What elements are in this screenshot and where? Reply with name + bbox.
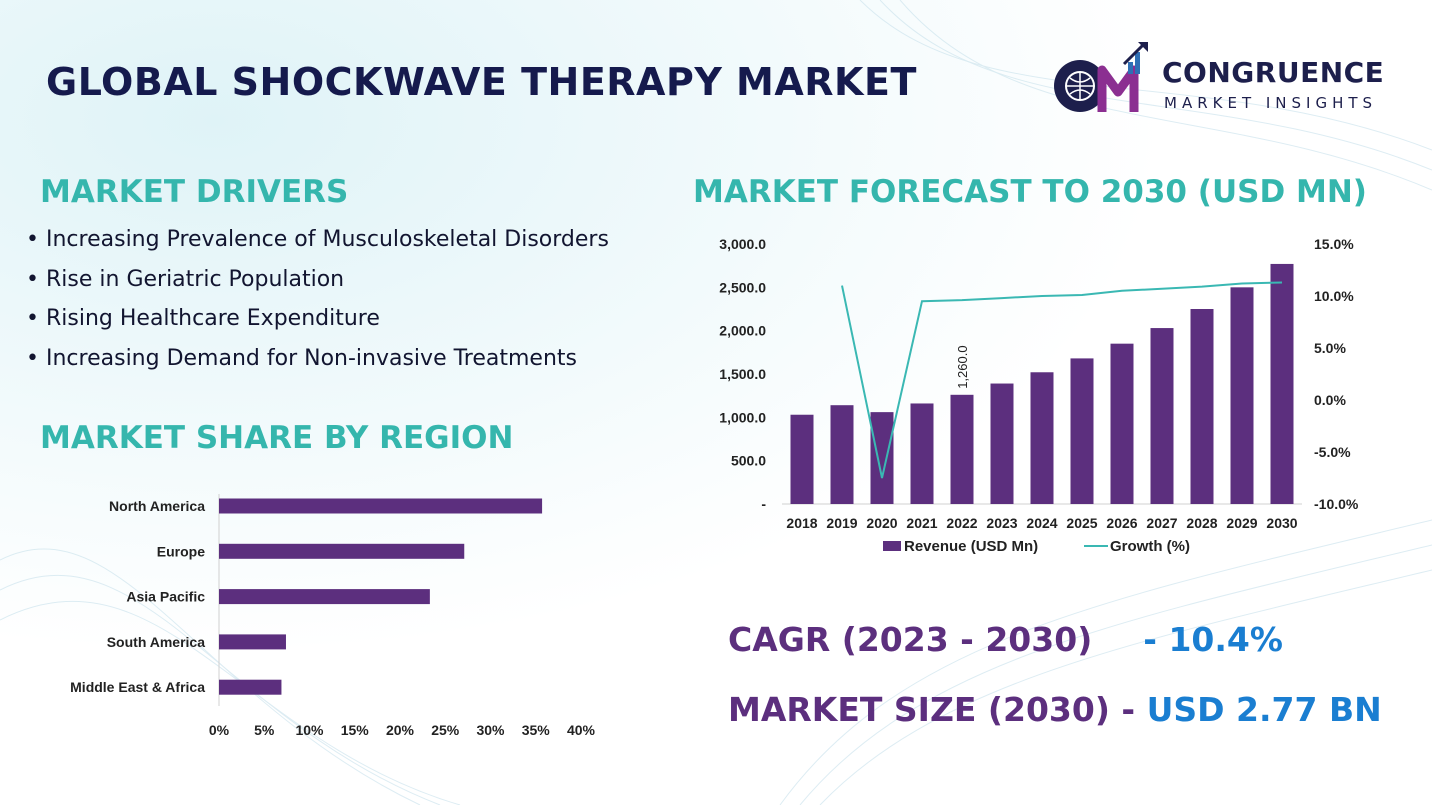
x-tick-label: 40%: [567, 722, 596, 738]
y-tick-label: 1,000.0: [719, 409, 766, 425]
list-item: • Rise in Geriatric Population: [26, 266, 345, 292]
x-tick-label: 2025: [1066, 515, 1097, 531]
x-tick-label: 2021: [906, 515, 937, 531]
forecast-chart: 2018 2019 2020 2021 2022 2023 2024 2025 2026 2027…: [719, 236, 1359, 555]
revenue-bar: [830, 405, 854, 504]
x-tick-label: 25%: [431, 722, 460, 738]
revenue-bar: [1150, 328, 1174, 504]
x-tick-label: 2019: [826, 515, 857, 531]
bar: [219, 679, 282, 695]
y2-tick-label: 0.0%: [1314, 392, 1346, 408]
region-heading: MARKET SHARE BY REGION: [40, 420, 514, 456]
driver-text: Increasing Demand for Non-invasive Treat…: [46, 345, 577, 371]
drivers-heading: MARKET DRIVERS: [40, 174, 349, 210]
y-tick-label: 2,000.0: [719, 323, 766, 339]
y-tick-label: 3,000.0: [719, 236, 766, 252]
bar: [219, 498, 543, 514]
bar: [219, 589, 430, 605]
list-item: • Rising Healthcare Expenditure: [26, 306, 380, 331]
y-tick-label: 1,500.0: [719, 366, 766, 382]
category-label: North America: [109, 498, 205, 514]
revenue-bar: [1030, 372, 1054, 504]
y-tick-label: 2,500.0: [719, 279, 766, 295]
list-item: • Increasing Prevalence of Musculoskeleta…: [26, 227, 609, 252]
legend-label-growth: Growth (%): [1110, 538, 1190, 555]
revenue-bar: [1230, 287, 1254, 504]
cagr-value: - 10.4%: [1143, 620, 1283, 659]
x-tick-label: 2028: [1186, 515, 1217, 531]
category-label: Europe: [157, 543, 205, 559]
cagr-label: CAGR (2023 - 2030): [728, 620, 1093, 659]
x-tick-label: 20%: [386, 722, 415, 738]
category-label: South America: [107, 634, 205, 650]
x-tick-label: 2023: [986, 515, 1017, 531]
x-tick-label: 2029: [1226, 515, 1257, 531]
x-tick-label: 35%: [522, 722, 551, 738]
driver-text: Rise in Geriatric Population: [46, 266, 345, 292]
x-tick-label: 2022: [946, 515, 977, 531]
y2-tick-label: 5.0%: [1314, 340, 1346, 356]
bar: [219, 634, 286, 650]
x-tick-label: 5%: [254, 722, 275, 738]
legend-swatch-revenue: [883, 541, 901, 551]
revenue-bar: [1190, 309, 1214, 504]
logo-name: CONGRUENCE: [1162, 56, 1385, 89]
market-size-value: USD 2.77 BN: [1146, 690, 1382, 729]
x-tick-label: 15%: [341, 722, 370, 738]
revenue-bar: [870, 412, 894, 504]
category-label: Asia Pacific: [126, 589, 205, 605]
x-tick-label: 2026: [1106, 515, 1137, 531]
revenue-bar: [950, 394, 974, 504]
revenue-bar: [1070, 358, 1094, 504]
y-tick-label: -: [761, 496, 766, 512]
market-size-line: MARKET SIZE (2030) - USD 2.77 BN: [728, 690, 1382, 729]
driver-text: Rising Healthcare Expenditure: [46, 306, 380, 331]
revenue-bar: [1110, 343, 1134, 504]
revenue-bar: [790, 414, 814, 504]
legend-label-revenue: Revenue (USD Mn): [904, 538, 1038, 555]
forecast-heading: MARKET FORECAST TO 2030 (USD MN): [693, 174, 1367, 210]
bar: [219, 543, 465, 559]
region-share-chart: North America Europe Asia Pacific South Ame…: [70, 494, 596, 738]
market-size-label: MARKET SIZE (2030) -: [728, 690, 1136, 729]
driver-text: Increasing Prevalence of Musculoskeletal…: [46, 227, 609, 252]
cagr-line: CAGR (2023 - 2030) - 10.4%: [728, 620, 1283, 659]
list-item: • Increasing Demand for Non-invasive Trea…: [26, 345, 577, 371]
revenue-bar: [910, 403, 934, 504]
revenue-bar: [1270, 263, 1294, 504]
x-tick-label: 2024: [1026, 515, 1057, 531]
drivers-list: • Increasing Prevalence of Musculoskeleta…: [26, 224, 609, 382]
logo-tagline: MARKET INSIGHTS: [1164, 94, 1378, 112]
growth-line: [841, 281, 1283, 479]
x-tick-label: 10%: [295, 722, 324, 738]
y2-tick-label: 15.0%: [1314, 236, 1354, 252]
y2-tick-label: -5.0%: [1314, 444, 1351, 460]
x-tick-label: 2018: [786, 515, 817, 531]
y2-tick-label: -10.0%: [1314, 496, 1359, 512]
revenue-bar: [990, 383, 1014, 504]
brand-logo: CONGRUENCE MARKET INSIGHTS: [1044, 40, 1394, 116]
category-label: Middle East & Africa: [70, 679, 205, 695]
y-tick-label: 500.0: [731, 453, 766, 469]
x-tick-label: 30%: [476, 722, 505, 738]
x-tick-label: 0%: [209, 722, 230, 738]
logo-mark-icon: [1054, 42, 1148, 112]
page-title: GLOBAL SHOCKWAVE THERAPY MARKET: [46, 60, 917, 104]
y2-tick-label: 10.0%: [1314, 288, 1354, 304]
x-tick-label: 2030: [1266, 515, 1297, 531]
x-tick-label: 2027: [1146, 515, 1177, 531]
x-tick-label: 2020: [866, 515, 897, 531]
data-label: 1,260.0: [955, 345, 970, 388]
